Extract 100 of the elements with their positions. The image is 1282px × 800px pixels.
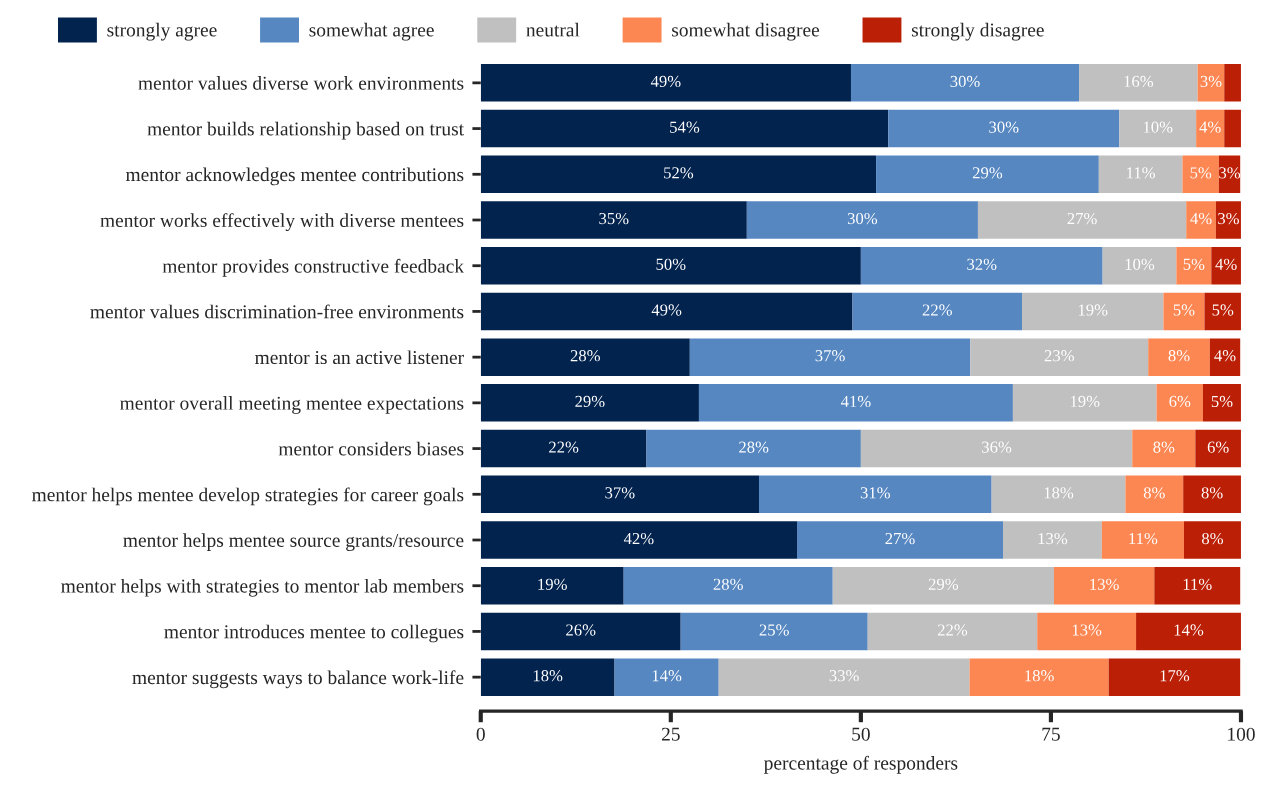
data-label: 14% xyxy=(652,670,682,682)
data-label: 31% xyxy=(860,487,891,499)
data-label: 30% xyxy=(950,75,980,88)
bar xyxy=(970,338,1149,376)
data-label: 14% xyxy=(1174,624,1204,636)
bar xyxy=(480,658,615,696)
bar xyxy=(876,155,1099,194)
bar xyxy=(1183,521,1241,559)
data-label: 32% xyxy=(967,258,997,270)
data-label: 8% xyxy=(1143,487,1165,499)
data-label: 19% xyxy=(1070,395,1100,408)
data-label: 6% xyxy=(1207,441,1229,453)
bar xyxy=(480,246,861,285)
data-label: 28% xyxy=(713,578,743,590)
bar xyxy=(480,612,681,651)
bar xyxy=(1182,155,1219,194)
bar xyxy=(991,475,1126,514)
data-label: 13% xyxy=(1038,532,1068,545)
y-tick-label: mentor helps mentee source grants/resource xyxy=(123,533,464,551)
data-label: 4% xyxy=(1199,121,1221,133)
y-tick-label: mentor overall meeting mentee expectations xyxy=(120,396,464,414)
data-label: 13% xyxy=(1090,578,1119,590)
data-label: 3% xyxy=(1219,167,1241,179)
data-label: 11% xyxy=(1127,167,1156,179)
data-label: 49% xyxy=(651,304,682,316)
bar xyxy=(1186,201,1216,239)
bar xyxy=(850,64,1080,102)
data-label: 8% xyxy=(1153,441,1175,453)
data-label: 4% xyxy=(1214,350,1236,362)
data-label: 27% xyxy=(1067,212,1097,225)
x-tick-label: 0 xyxy=(476,727,485,741)
data-label: 3% xyxy=(1200,75,1222,88)
legend-label: strongly disagree xyxy=(911,22,1044,41)
data-label: 22% xyxy=(937,624,968,636)
data-label: 22% xyxy=(549,441,579,453)
bar xyxy=(480,429,647,468)
data-label: 18% xyxy=(1025,670,1054,682)
bar xyxy=(480,338,690,376)
y-tick-label: mentor considers biases xyxy=(278,441,464,456)
legend-label: neutral xyxy=(526,22,580,37)
bar xyxy=(1079,64,1198,102)
bar xyxy=(1211,246,1241,285)
legend-label: somewhat disagree xyxy=(672,22,820,41)
bar xyxy=(969,658,1109,696)
bar xyxy=(1196,109,1225,148)
data-label: 22% xyxy=(922,304,952,316)
bar xyxy=(1154,566,1241,605)
y-tick-label: mentor introduces mentee to collegues xyxy=(164,624,464,643)
data-label: 35% xyxy=(599,212,629,225)
data-label: 37% xyxy=(815,350,845,362)
y-tick-label: mentor helps with strategies to mentor lab members xyxy=(61,578,464,597)
data-label: 29% xyxy=(575,395,605,408)
data-label: 19% xyxy=(1078,304,1108,316)
bar xyxy=(1102,246,1177,285)
bar xyxy=(860,246,1103,285)
y-tick-label: mentor helps mentee develop strategies for career goals xyxy=(32,487,464,506)
data-label: 26% xyxy=(566,624,596,636)
y-tick-label: mentor values diverse work environments xyxy=(138,76,464,90)
bar xyxy=(1224,64,1241,102)
y-tick-label: mentor acknowledges mentee contributions xyxy=(125,167,464,186)
y-tick-label: mentor is an active listener xyxy=(254,350,464,365)
bar xyxy=(480,155,877,194)
x-tick-label: 25 xyxy=(661,727,680,741)
data-label: 11% xyxy=(1183,578,1212,590)
bar xyxy=(1197,64,1225,102)
bar xyxy=(1202,384,1241,422)
bar xyxy=(867,612,1038,651)
data-label: 29% xyxy=(972,167,1003,179)
data-label: 10% xyxy=(1143,121,1173,133)
data-label: 33% xyxy=(829,670,859,682)
data-label: 5% xyxy=(1183,258,1205,270)
x-tick-label: 100 xyxy=(1228,727,1255,741)
data-label: 54% xyxy=(670,121,700,133)
bar xyxy=(718,658,970,696)
data-label: 30% xyxy=(847,212,878,225)
bar xyxy=(1101,521,1184,559)
bar xyxy=(1204,292,1241,331)
bar xyxy=(1156,384,1203,422)
legend-label: strongly agree xyxy=(107,22,217,41)
bar xyxy=(480,292,853,331)
bar xyxy=(1183,475,1241,514)
bar xyxy=(1108,658,1241,696)
bar xyxy=(480,109,889,148)
data-label: 36% xyxy=(982,441,1012,453)
data-label: 41% xyxy=(840,395,871,408)
data-label: 8% xyxy=(1201,487,1223,499)
y-tick-label: mentor works effectively with diverse mentees xyxy=(100,213,464,232)
bar xyxy=(1132,429,1196,468)
data-label: 19% xyxy=(538,578,567,590)
bar xyxy=(860,429,1133,468)
x-axis-title: percentage of responders xyxy=(764,755,958,774)
data-label: 5% xyxy=(1212,304,1234,316)
bar xyxy=(646,429,861,468)
data-label: 42% xyxy=(623,532,654,545)
data-label: 4% xyxy=(1190,212,1212,225)
bar xyxy=(1136,612,1241,651)
bar xyxy=(480,521,797,559)
data-label: 5% xyxy=(1173,304,1195,316)
y-tick-label: mentor builds relationship based on trust xyxy=(147,121,464,140)
bar xyxy=(480,384,699,422)
